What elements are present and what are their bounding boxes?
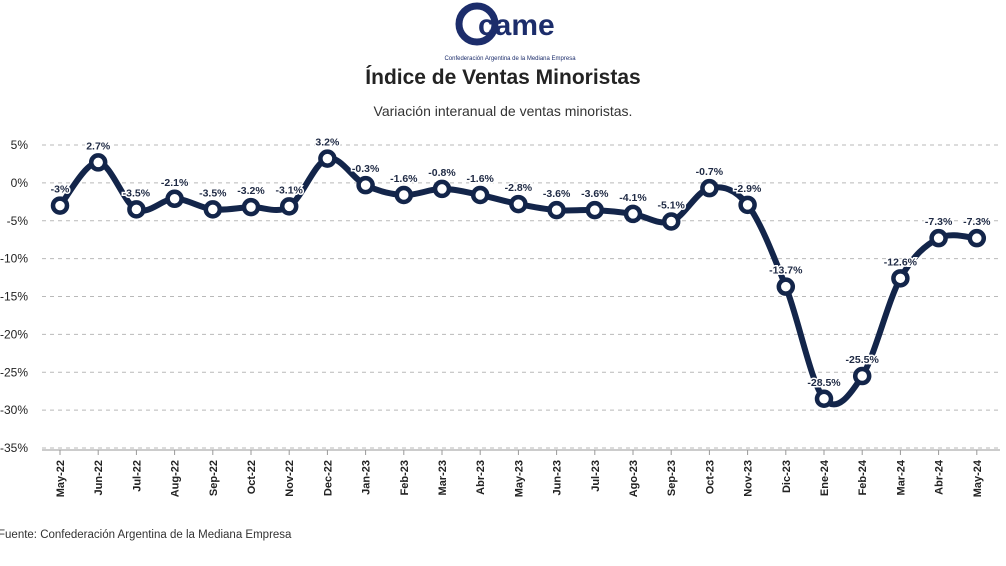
x-tick-label: Oct-23 [704, 460, 716, 494]
x-tick-label: Mar-23 [437, 460, 449, 495]
logo-subtext: Confederación Argentina de la Mediana Em… [444, 56, 576, 62]
data-point [852, 366, 872, 386]
logo-ring [455, 2, 499, 46]
data-point [661, 212, 681, 231]
x-tick-label: Ago-23 [628, 460, 640, 497]
data-label: -2.8% [505, 182, 533, 194]
data-point [700, 178, 719, 198]
y-tick-label: -5% [7, 214, 29, 228]
x-tick-label: Aug-22 [170, 460, 182, 497]
data-label: -4.1% [619, 192, 647, 204]
y-tick-label: 5% [11, 138, 29, 152]
data-label: -3.6% [543, 188, 571, 200]
data-point [165, 189, 184, 209]
x-tick-label: Abr-24 [934, 459, 946, 495]
data-point [127, 200, 146, 219]
data-point [470, 185, 490, 205]
data-point [50, 196, 70, 215]
data-label: -5.1% [657, 200, 685, 212]
data-label: -3.5% [199, 187, 227, 199]
x-tick-label: Nov-22 [284, 460, 296, 497]
data-point [509, 194, 528, 214]
x-tick-label: Jun-23 [552, 460, 564, 495]
data-point [623, 204, 643, 224]
x-tick-label: Nov-23 [743, 460, 755, 497]
data-label: -0.8% [428, 167, 456, 179]
x-tick-label: Jan-23 [361, 460, 373, 495]
data-label: -3.6% [581, 188, 609, 200]
x-tick-label: Dic-23 [781, 460, 793, 493]
y-tick-label: -30% [0, 403, 28, 417]
logo-wordmark: came [478, 9, 555, 42]
data-label: -3.1% [275, 184, 303, 196]
line-chart: 5% 0% -5% -10% -15% -20% -25% -30% -35% May-22 Jun… [0, 135, 1000, 497]
data-label: -1.6% [466, 173, 494, 185]
data-label: -2.9% [734, 183, 762, 195]
data-point [738, 195, 757, 215]
data-point [891, 269, 910, 288]
x-tick-label: May-23 [513, 460, 525, 497]
chart-area: 5% 0% -5% -10% -15% -20% -25% -30% -35% May-22 Jun… [0, 120, 1006, 530]
y-tick-label: 0% [11, 176, 29, 190]
data-label: 2.7% [86, 140, 111, 152]
data-point [88, 153, 108, 172]
data-label: -7.3% [925, 216, 953, 228]
data-point [967, 228, 987, 248]
came-logo-mark: came Confederación Argentina de la Media… [444, 2, 576, 62]
x-tick-label: Mar-24 [895, 459, 907, 495]
data-label: -28.5% [807, 377, 841, 389]
data-label: -25.5% [846, 354, 880, 366]
data-point [929, 228, 948, 248]
data-point [432, 179, 452, 199]
x-tick-label: Jun-22 [93, 460, 105, 495]
data-label: -13.7% [769, 265, 803, 277]
source-note: Fuente: Confederación Argentina de la Me… [0, 529, 292, 541]
data-point [279, 197, 299, 216]
y-tick-label: -35% [0, 441, 28, 455]
chart-subtitle: Variación interanual de ventas minorista… [373, 103, 633, 119]
x-tick-label: Jul-23 [590, 460, 602, 492]
x-tick-label: Oct-22 [246, 460, 258, 494]
data-point [547, 200, 566, 220]
y-tick-label: -25% [0, 365, 28, 379]
x-tick-label: May-22 [55, 460, 67, 497]
data-point [241, 197, 261, 217]
x-tick-label: Ene-24 [819, 459, 831, 496]
data-label: 3.2% [315, 137, 340, 149]
chart-title: Índice de Ventas Minoristas [365, 66, 641, 89]
x-tick-label: Abr-23 [475, 460, 487, 495]
data-label: -3.5% [123, 187, 151, 199]
data-point [814, 389, 834, 409]
data-point [318, 149, 337, 168]
data-point [585, 200, 605, 220]
data-label: -2.1% [161, 177, 189, 189]
data-label: -3.2% [237, 185, 265, 197]
x-tick-label: Sep-22 [208, 460, 220, 496]
x-tick-label: Feb-24 [857, 459, 869, 495]
data-label: -3% [51, 184, 70, 196]
y-tick-label: -15% [0, 290, 28, 304]
x-tick-label: Jul-22 [131, 460, 143, 492]
data-point [356, 175, 375, 195]
y-tick-label: -10% [0, 252, 28, 266]
x-tick-label: May-24 [972, 459, 984, 497]
data-label: -7.3% [963, 216, 991, 228]
x-tick-label: Dec-22 [322, 460, 334, 496]
data-point [776, 277, 796, 296]
data-label: -0.7% [696, 166, 724, 178]
x-tick-label: Sep-23 [666, 460, 678, 496]
data-label: -12.6% [884, 256, 918, 268]
x-tick-label: Feb-23 [399, 460, 411, 495]
data-point [394, 185, 414, 205]
data-label: -0.3% [352, 163, 380, 175]
came-logo: came Confederación Argentina de la Media… [430, 0, 590, 64]
data-point [203, 200, 223, 219]
data-label: -1.6% [390, 173, 418, 185]
y-tick-label: -20% [0, 327, 28, 341]
